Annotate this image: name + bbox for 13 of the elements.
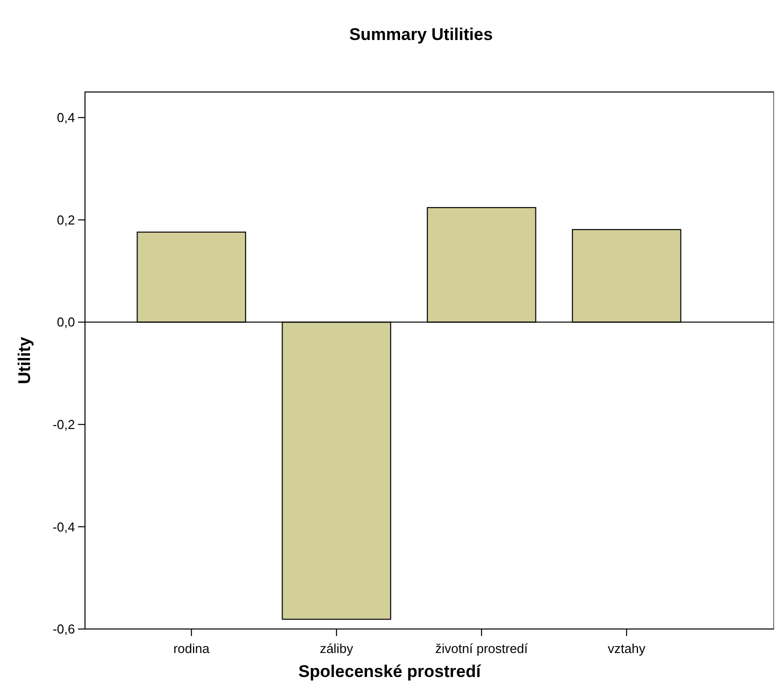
x-axis-title: Spolecenské prostredí [298,662,482,681]
x-tick-label: záliby [320,641,354,656]
y-tick-label: 0,2 [56,212,75,228]
y-axis-title: Utility [15,336,34,384]
x-tick-label: vztahy [608,641,646,656]
y-tick-label: -0,2 [52,416,75,432]
y-tick-label: 0,0 [56,314,75,330]
x-tick-label: životní prostredí [435,641,528,656]
chart-title: Summary Utilities [349,25,493,44]
y-tick-label: -0,6 [52,622,75,637]
y-tick-label: 0,4 [56,110,75,126]
x-tick-label: rodina [173,641,210,656]
y-tick-label: -0,4 [52,519,75,534]
